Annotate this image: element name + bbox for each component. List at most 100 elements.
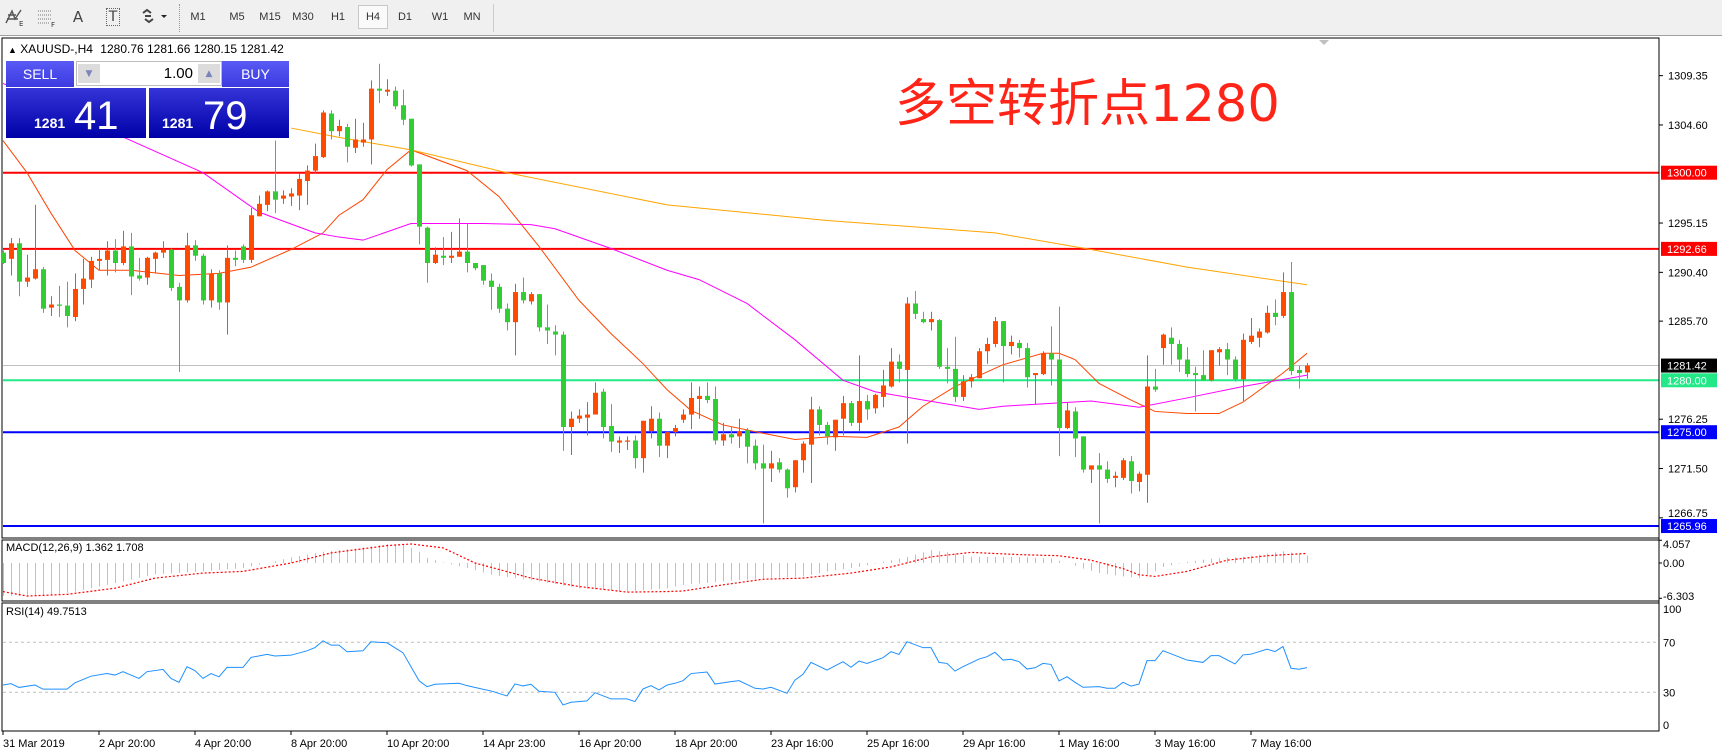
- chart-frames: [1, 37, 1660, 732]
- candle-body-bear: [1129, 461, 1134, 481]
- lot-size-input[interactable]: 1.00: [163, 65, 193, 82]
- arrows-dropdown-icon[interactable]: [138, 6, 172, 28]
- horizontal-levels: [3, 171, 1659, 528]
- fibonacci-icon[interactable]: F: [33, 6, 59, 28]
- candle-body-bull: [873, 394, 878, 409]
- lot-decrease-icon[interactable]: ▼: [78, 64, 100, 83]
- candle-body-bear: [553, 331, 558, 335]
- macd-scale-label: 0.00: [1663, 558, 1684, 570]
- candle-body-bull: [81, 278, 86, 289]
- candle-body-bear: [113, 250, 118, 264]
- macd-panel: 4.057 0.00 -6.303: [2, 539, 1694, 603]
- rsi-scale-label: 70: [1663, 637, 1675, 649]
- candle-body-bull: [1121, 460, 1126, 478]
- candle-body-bull: [665, 432, 670, 446]
- chart-annotation-text[interactable]: 多空转折点1280: [895, 75, 1280, 134]
- candle-body-bull: [433, 254, 438, 264]
- candle-body-bear: [1297, 369, 1302, 374]
- buy-button[interactable]: BUY: [222, 61, 289, 88]
- rsi-scale-label: 0: [1663, 720, 1669, 732]
- text-icon[interactable]: A: [72, 8, 84, 26]
- candle-body-bull: [281, 195, 286, 199]
- timeframe-h1[interactable]: H1: [330, 11, 346, 23]
- lot-increase-icon[interactable]: ▲: [198, 64, 220, 83]
- candle-body-bear: [1273, 312, 1278, 317]
- text-label-icon[interactable]: T: [100, 6, 126, 28]
- candle-body-bull: [809, 409, 814, 445]
- timeframe-w1[interactable]: W1: [431, 11, 449, 23]
- candle-body-bear: [1225, 349, 1230, 360]
- candle-body-bear: [601, 391, 606, 428]
- candle-body-bear: [609, 425, 614, 442]
- candle-body-bull: [33, 269, 38, 279]
- macd-scale-label: -6.303: [1663, 591, 1694, 603]
- candle-body-bear: [1, 252, 6, 264]
- buy-price-box[interactable]: 1281 79: [149, 88, 289, 138]
- candle-body-bull: [1281, 292, 1286, 316]
- candle-body-bull: [289, 193, 294, 197]
- timeframe-d1[interactable]: D1: [397, 11, 413, 23]
- time-tick-label: 29 Apr 16:00: [963, 738, 1025, 750]
- candle-body-bull: [249, 215, 254, 260]
- candle-body-bear: [409, 118, 414, 166]
- candle-body-bull: [929, 319, 934, 323]
- candle-body-bear: [1049, 353, 1054, 360]
- candle-body-bull: [1145, 386, 1150, 475]
- timeframe-h4[interactable]: H4: [358, 5, 388, 29]
- price-label-box: [1661, 425, 1717, 440]
- candle-body-bear: [345, 127, 350, 147]
- macd-label: MACD(12,26,9) 1.362 1.708: [6, 542, 144, 554]
- candle-body-bear: [897, 361, 902, 369]
- chart-toolbar: E F A T M1 M5 M15 M30 H1 H4 D1 W1 MN: [0, 0, 1722, 36]
- candle-body-bear: [481, 265, 486, 281]
- price-tick-label: 1309.35: [1668, 71, 1708, 83]
- candle-body-bear: [1057, 359, 1062, 429]
- candle-body-bear: [921, 319, 926, 323]
- candle-body-bear: [233, 257, 238, 260]
- price-tick-label: 1295.15: [1668, 218, 1708, 230]
- candle-body-bear: [489, 280, 494, 287]
- candle-body-bull: [689, 397, 694, 415]
- candle-body-bull: [1033, 373, 1038, 376]
- candle-body-bear: [137, 275, 142, 279]
- candle-body-bear: [497, 286, 502, 309]
- timeframe-m1[interactable]: M1: [190, 11, 206, 23]
- candle-body-bear: [1193, 373, 1198, 376]
- candle-body-bull: [721, 434, 726, 441]
- candle-body-bull: [673, 428, 678, 433]
- rsi-scale-label: 30: [1663, 687, 1675, 699]
- candle-body-bear: [329, 113, 334, 132]
- candle-body-bear: [817, 409, 822, 425]
- candle-body-bear: [201, 255, 206, 301]
- sell-button[interactable]: SELL: [6, 61, 74, 88]
- timeframe-m5[interactable]: M5: [229, 11, 245, 23]
- candle-body-bull: [681, 414, 686, 420]
- candle-body-bull: [1249, 335, 1254, 342]
- sell-price-box[interactable]: 1281 41: [6, 88, 146, 138]
- candle-body-bear: [1289, 292, 1294, 371]
- candle-body-bear: [745, 430, 750, 447]
- collapse-triangle-icon[interactable]: ▲: [8, 45, 17, 55]
- candle-body-bear: [473, 263, 478, 269]
- elliott-wave-icon[interactable]: E: [2, 6, 28, 28]
- candle-body-bear: [1017, 342, 1022, 349]
- text-label-glyph: T: [105, 8, 121, 26]
- lot-size-stepper[interactable]: ▼ 1.00 ▲: [76, 61, 222, 86]
- candle-body-bear: [1001, 321, 1006, 347]
- candle-body-bear: [545, 327, 550, 331]
- price-tick-label: 1285.70: [1668, 316, 1708, 328]
- timeframe-m15[interactable]: M15: [259, 11, 281, 23]
- rsi-line: [2, 640, 1308, 706]
- candle-body-bull: [697, 395, 702, 399]
- candle-body-bull: [105, 250, 110, 260]
- ohlc-values: 1280.76 1281.66 1280.15 1281.42: [100, 42, 284, 56]
- timeframe-mn[interactable]: MN: [463, 11, 481, 23]
- candles: [1, 63, 1310, 524]
- rsi-scale-label: 100: [1663, 604, 1681, 616]
- candle-body-bull: [257, 203, 262, 217]
- candle-body-bull: [569, 418, 574, 428]
- candle-body-bull: [905, 303, 910, 370]
- timeframe-m30[interactable]: M30: [292, 11, 314, 23]
- price-label-1275.00: 1275.00: [1667, 427, 1707, 439]
- candle-body-bull: [793, 460, 798, 488]
